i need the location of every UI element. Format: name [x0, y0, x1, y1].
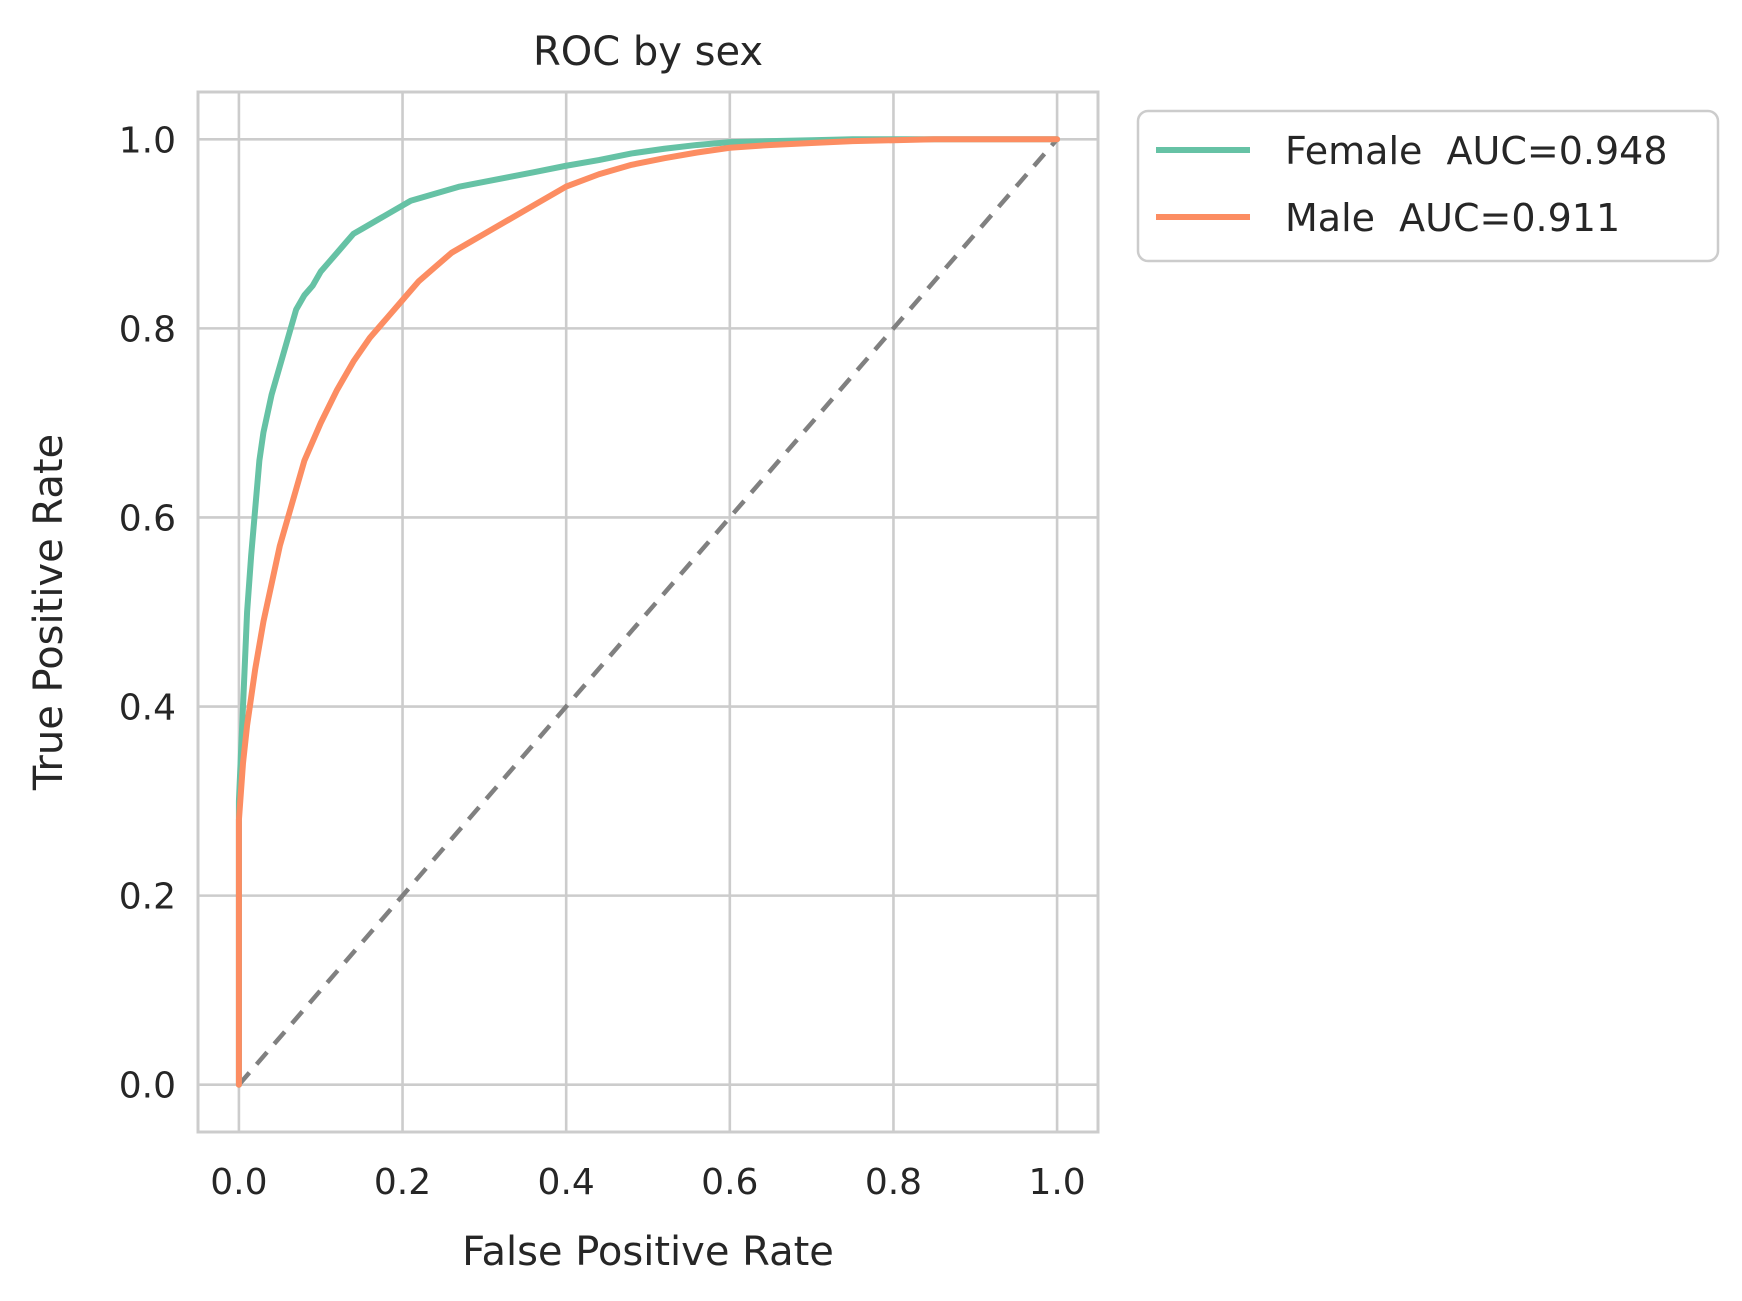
- y-tick-label: 1.0: [119, 120, 176, 161]
- male-roc-line: [235, 136, 1061, 1088]
- x-tick-label: 0.8: [865, 1162, 922, 1203]
- legend-box: [1136, 109, 1720, 263]
- y-tick-label: 0.2: [119, 877, 176, 918]
- y-tick-label: 0.4: [119, 688, 176, 729]
- legend-label-male: Male AUC=0.911: [1285, 196, 1620, 240]
- legend-label-female: Female AUC=0.948: [1285, 129, 1668, 173]
- y-tick-label: 0.0: [119, 1066, 176, 1107]
- y-tick-label: 0.6: [119, 498, 176, 539]
- tick-labels: 0.0 0.2 0.4 0.6 0.8 1.0 0.0 0.2 0.4 0.6 0.8 1.0: [119, 120, 1086, 1203]
- female-roc-line: [235, 136, 1061, 1088]
- x-tick-label: 0.6: [701, 1162, 758, 1203]
- y-tick-label: 0.8: [119, 309, 176, 350]
- legend: Female AUC=0.948 Male AUC=0.911: [1136, 109, 1720, 263]
- plot-frame: [196, 90, 1100, 1134]
- x-tick-label: 0.4: [538, 1162, 595, 1203]
- series-lines: [235, 136, 1061, 1088]
- y-axis-label: True Positive Rate: [26, 434, 72, 791]
- x-tick-label: 0.0: [210, 1162, 267, 1203]
- x-tick-label: 0.2: [374, 1162, 431, 1203]
- grid: [198, 92, 1098, 1132]
- x-axis-label: False Positive Rate: [462, 1229, 834, 1275]
- chance-diagonal-line: [237, 137, 1059, 1087]
- chart-title: ROC by sex: [533, 29, 763, 75]
- x-tick-label: 1.0: [1028, 1162, 1085, 1203]
